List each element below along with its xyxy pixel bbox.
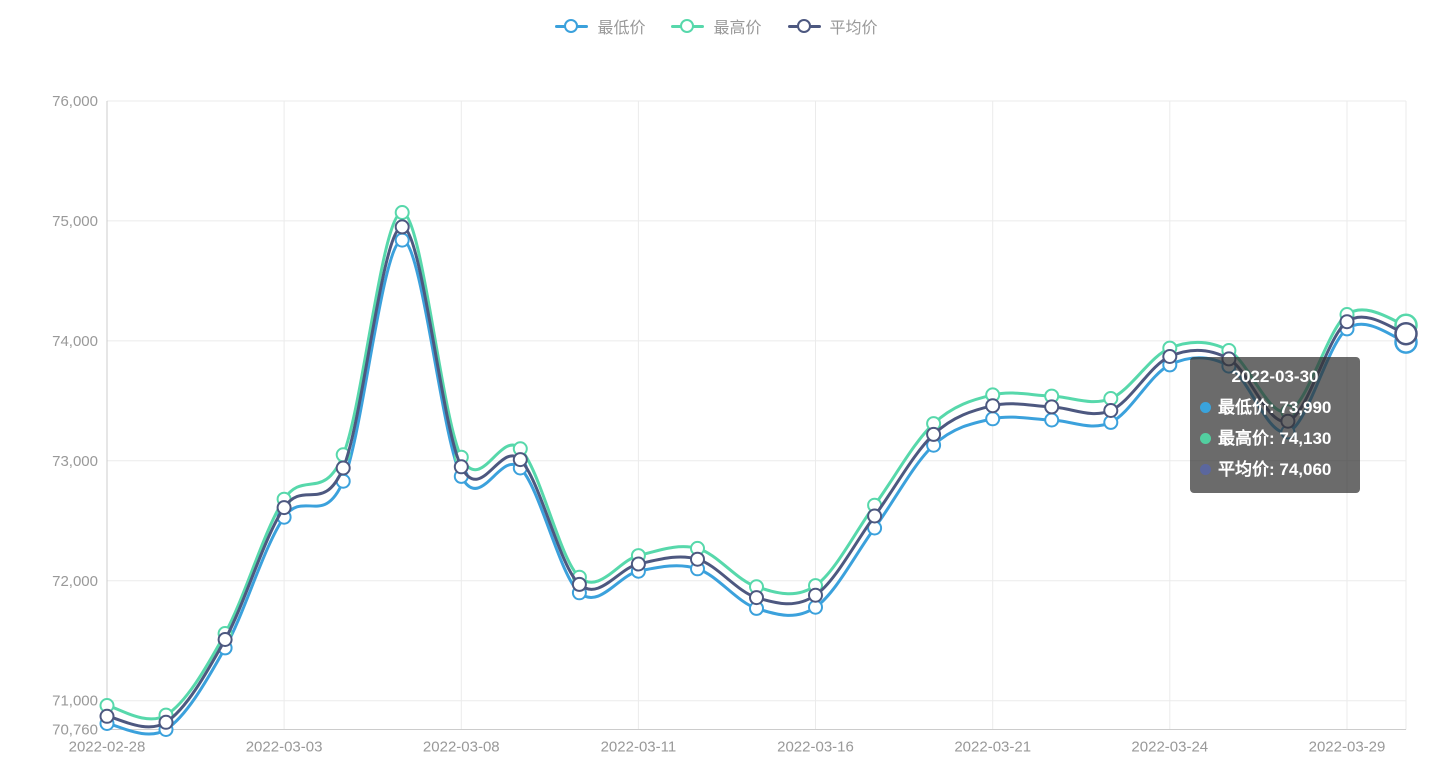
y-axis-label: 73,000 bbox=[52, 453, 98, 470]
series-line-max-price bbox=[105, 210, 1408, 721]
data-point-avg-price[interactable] bbox=[1044, 399, 1060, 415]
data-point-avg-price[interactable] bbox=[512, 452, 528, 468]
data-point-avg-price[interactable] bbox=[453, 459, 469, 475]
x-axis-label: 2022-03-16 bbox=[777, 739, 854, 756]
data-point-avg-price[interactable] bbox=[867, 508, 883, 524]
line-marker-icon bbox=[555, 19, 589, 33]
line-marker-icon bbox=[787, 19, 821, 33]
legend-label: 最低价 bbox=[597, 20, 646, 37]
y-axis-label: 72,000 bbox=[52, 573, 98, 590]
data-point-avg-price[interactable] bbox=[1280, 413, 1296, 429]
legend-item-avg-price[interactable]: 平均价 bbox=[787, 14, 878, 38]
data-point-avg-price[interactable] bbox=[926, 426, 942, 442]
data-point-avg-price[interactable] bbox=[276, 500, 292, 516]
x-axis-label: 2022-03-08 bbox=[423, 739, 500, 756]
data-point-min-price[interactable] bbox=[985, 411, 1001, 427]
series-avg-price bbox=[99, 219, 1418, 730]
x-axis-label: 2022-03-03 bbox=[246, 739, 323, 756]
data-point-avg-price[interactable] bbox=[985, 398, 1001, 414]
data-point-min-price[interactable] bbox=[1044, 412, 1060, 428]
y-axis-label: 71,000 bbox=[52, 693, 98, 710]
grid bbox=[107, 100, 1407, 730]
y-axis-label: 75,000 bbox=[52, 213, 98, 230]
x-axis-label: 2022-02-28 bbox=[69, 739, 146, 756]
data-point-avg-price[interactable] bbox=[690, 551, 705, 567]
y-axis-label: 76,000 bbox=[52, 93, 98, 110]
legend-label: 平均价 bbox=[829, 20, 878, 37]
series-min-price bbox=[99, 232, 1418, 737]
x-axis-label: 2022-03-11 bbox=[601, 739, 677, 756]
data-point-avg-price[interactable] bbox=[335, 460, 351, 476]
data-point-avg-price[interactable] bbox=[1103, 403, 1119, 418]
data-point-avg-price[interactable] bbox=[1162, 349, 1178, 364]
y-axis-label: 74,000 bbox=[52, 333, 98, 350]
line-marker-icon bbox=[671, 19, 705, 33]
highlighted-data-point-avg-price[interactable] bbox=[1394, 321, 1418, 346]
data-point-avg-price[interactable] bbox=[808, 587, 823, 603]
legend: 最低价 最高价 平均价 bbox=[0, 14, 1433, 38]
legend-label: 最高价 bbox=[713, 20, 762, 37]
y-axis-label: 70,760 bbox=[52, 722, 98, 739]
data-point-avg-price[interactable] bbox=[158, 714, 174, 730]
x-axis-label: 2022-03-24 bbox=[1131, 739, 1208, 756]
x-axis-label: 2022-03-21 bbox=[954, 739, 1031, 756]
data-point-avg-price[interactable] bbox=[749, 590, 764, 606]
data-point-max-price[interactable] bbox=[394, 205, 410, 220]
legend-item-min-price[interactable]: 最低价 bbox=[555, 14, 645, 38]
series-line-avg-price bbox=[105, 225, 1408, 729]
series-max-price bbox=[99, 205, 1418, 723]
data-point-avg-price[interactable] bbox=[217, 632, 233, 647]
data-point-avg-price[interactable] bbox=[394, 219, 410, 235]
data-point-min-price[interactable] bbox=[394, 232, 410, 248]
data-point-avg-price[interactable] bbox=[99, 708, 115, 724]
data-point-avg-price[interactable] bbox=[1221, 351, 1237, 367]
data-point-avg-price[interactable] bbox=[1339, 314, 1355, 330]
x-axis-label: 2022-03-29 bbox=[1309, 739, 1386, 756]
data-point-avg-price[interactable] bbox=[571, 576, 587, 592]
legend-item-max-price[interactable]: 最高价 bbox=[671, 14, 762, 38]
data-point-avg-price[interactable] bbox=[630, 556, 646, 572]
